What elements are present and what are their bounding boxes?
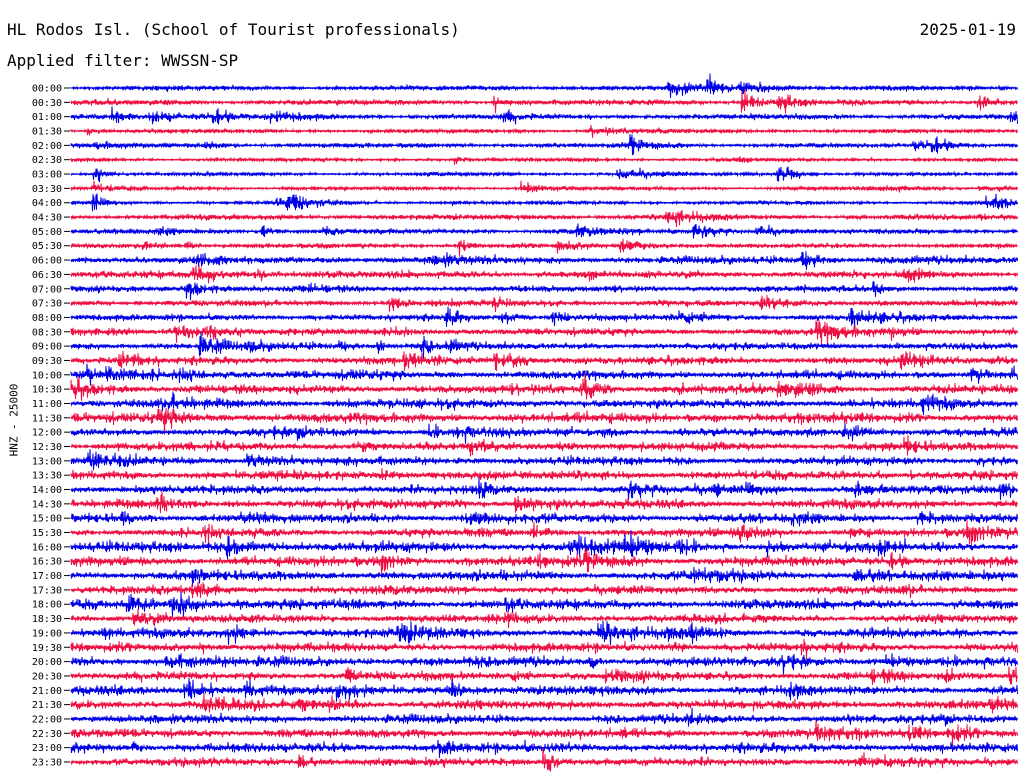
row-time-label: 16:30: [32, 557, 62, 568]
row-time-label: 03:30: [32, 184, 62, 195]
row-time-label: 14:30: [32, 499, 62, 510]
row-time-label: 06:00: [32, 256, 62, 267]
row-time-label: 22:00: [32, 714, 62, 725]
row-time-label: 00:30: [32, 98, 62, 109]
row-time-label: 13:30: [32, 471, 62, 482]
seismic-trace: [70, 653, 1018, 676]
row-time-label: 02:00: [32, 141, 62, 152]
row-time-label: 04:00: [32, 198, 62, 209]
station-title: HL Rodos Isl. (School of Tourist profess…: [7, 20, 460, 39]
row-time-label: 18:00: [32, 600, 62, 611]
row-time-label: 18:30: [32, 614, 62, 625]
seismic-trace: [70, 423, 1018, 444]
filter-label: Applied filter: WWSSN-SP: [7, 51, 239, 70]
row-time-label: 23:00: [32, 743, 62, 754]
row-time-label: 15:30: [32, 528, 62, 539]
row-time-label: 00:00: [32, 84, 62, 95]
seismic-trace: [70, 511, 1018, 527]
seismic-trace: [70, 449, 1018, 470]
seismic-trace: [70, 89, 1018, 114]
row-time-label: 08:00: [32, 313, 62, 324]
row-time-label: 08:30: [32, 327, 62, 338]
row-time-label: 20:00: [32, 657, 62, 668]
seismic-trace: [70, 693, 1018, 714]
row-time-label: 02:30: [32, 155, 62, 166]
seismic-trace: [70, 156, 1018, 165]
row-time-label: 12:30: [32, 442, 62, 453]
seismic-trace: [70, 620, 1018, 646]
row-time-label: 12:00: [32, 428, 62, 439]
row-time-label: 11:30: [32, 413, 62, 424]
row-time-label: 14:00: [32, 485, 62, 496]
seismic-trace: [70, 238, 1018, 257]
row-time-label: 17:00: [32, 571, 62, 582]
row-time-label: 16:00: [32, 542, 62, 553]
row-time-label: 19:00: [32, 628, 62, 639]
row-time-label: 20:30: [32, 671, 62, 682]
row-time-label: 21:30: [32, 700, 62, 711]
row-time-label: 07:30: [32, 299, 62, 310]
row-time-label: 01:00: [32, 112, 62, 123]
seismic-trace: [70, 748, 1018, 772]
seismic-trace: [70, 434, 1018, 457]
seismic-trace: [70, 134, 1018, 156]
row-time-label: 21:00: [32, 686, 62, 697]
seismic-trace: [70, 707, 1018, 727]
seismic-trace: [70, 720, 1018, 747]
seismic-trace: [70, 106, 1018, 125]
row-time-label: 07:00: [32, 284, 62, 295]
record-date: 2025-01-19: [919, 20, 1016, 39]
seismic-trace: [70, 320, 1018, 348]
seismic-trace: [70, 566, 1018, 587]
row-time-label: 11:00: [32, 399, 62, 410]
row-time-label: 13:00: [32, 456, 62, 467]
seismic-trace: [70, 281, 1018, 301]
row-time-label: 19:30: [32, 643, 62, 654]
seismic-trace: [70, 491, 1018, 514]
row-time-label: 05:00: [32, 227, 62, 238]
row-time-label: 17:30: [32, 585, 62, 596]
row-time-label: 06:30: [32, 270, 62, 281]
row-time-label: 10:00: [32, 370, 62, 381]
seismic-trace: [70, 73, 1018, 98]
seismic-trace: [70, 477, 1018, 500]
seismic-trace: [70, 180, 1018, 193]
row-time-label: 01:30: [32, 127, 62, 138]
seismic-trace: [70, 209, 1018, 227]
row-time-label: 10:30: [32, 385, 62, 396]
row-time-label: 09:30: [32, 356, 62, 367]
row-time-label: 09:00: [32, 342, 62, 353]
row-time-label: 03:00: [32, 170, 62, 181]
seismic-trace: [70, 739, 1018, 758]
row-time-label: 05:30: [32, 241, 62, 252]
row-time-label: 15:00: [32, 514, 62, 525]
row-time-label: 04:30: [32, 213, 62, 224]
row-time-label: 22:30: [32, 729, 62, 740]
row-time-label: 23:30: [32, 757, 62, 768]
